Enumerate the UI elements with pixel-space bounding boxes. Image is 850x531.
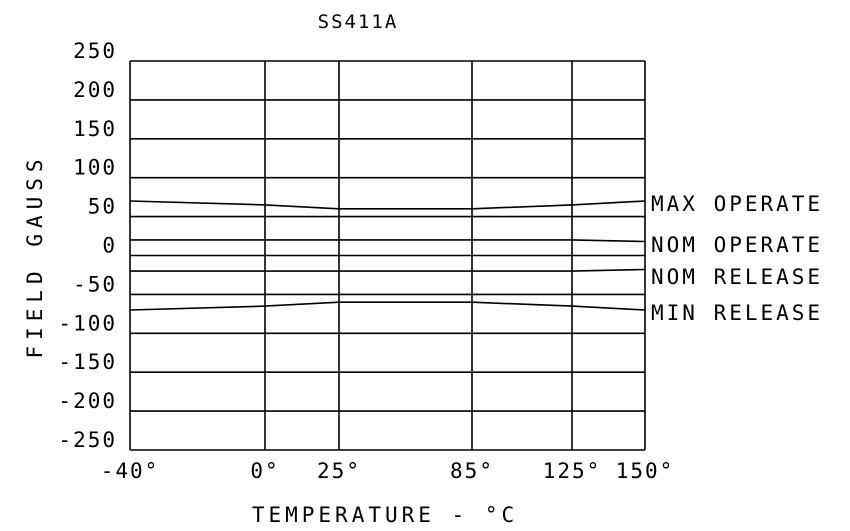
x-tick-label: 0°: [250, 459, 279, 483]
y-tick-label: -50: [73, 272, 117, 296]
chart-title: SS411A: [318, 11, 399, 33]
y-tick-labels: 250 200 150 100 50 0 -50 -100 -150 -200 -250: [58, 39, 117, 452]
x-tick-label: -40°: [101, 459, 160, 483]
x-tick-label: 150°: [616, 459, 675, 483]
series-label: NOM RELEASE: [651, 265, 823, 289]
x-tick-label: 85°: [450, 459, 494, 483]
y-tick-label: 150: [73, 117, 117, 141]
x-tick-label: 25°: [317, 459, 361, 483]
grid: [129, 60, 646, 451]
y-tick-label: -150: [58, 350, 117, 374]
series-line-nom-release: [130, 268, 646, 272]
series-line-max-operate: [129, 200, 646, 210]
y-tick-label: 250: [73, 39, 117, 63]
x-tick-labels: -40° 0° 25° 85° 125° 150°: [101, 459, 675, 483]
y-tick-label: 0: [102, 234, 117, 258]
series-line-min-release: [129, 301, 646, 311]
x-tick-label: 125°: [543, 459, 602, 483]
y-tick-label: -200: [58, 389, 117, 413]
y-tick-label: 200: [73, 78, 117, 102]
y-tick-label: -250: [58, 428, 117, 452]
y-tick-label: 50: [88, 195, 117, 219]
series-label: MAX OPERATE: [651, 192, 823, 216]
x-axis-label: TEMPERATURE - °C: [252, 503, 518, 527]
y-tick-label: -100: [58, 311, 117, 335]
series-label: MIN RELEASE: [651, 301, 823, 325]
y-axis-label: FIELD GAUSS: [23, 153, 47, 358]
series-group: [129, 200, 646, 311]
series-line-nom-operate: [130, 239, 646, 243]
y-tick-label: 100: [73, 156, 117, 180]
series-labels: MAX OPERATE NOM OPERATE NOM RELEASE MIN REL…: [651, 192, 823, 325]
series-label: NOM OPERATE: [651, 233, 823, 257]
